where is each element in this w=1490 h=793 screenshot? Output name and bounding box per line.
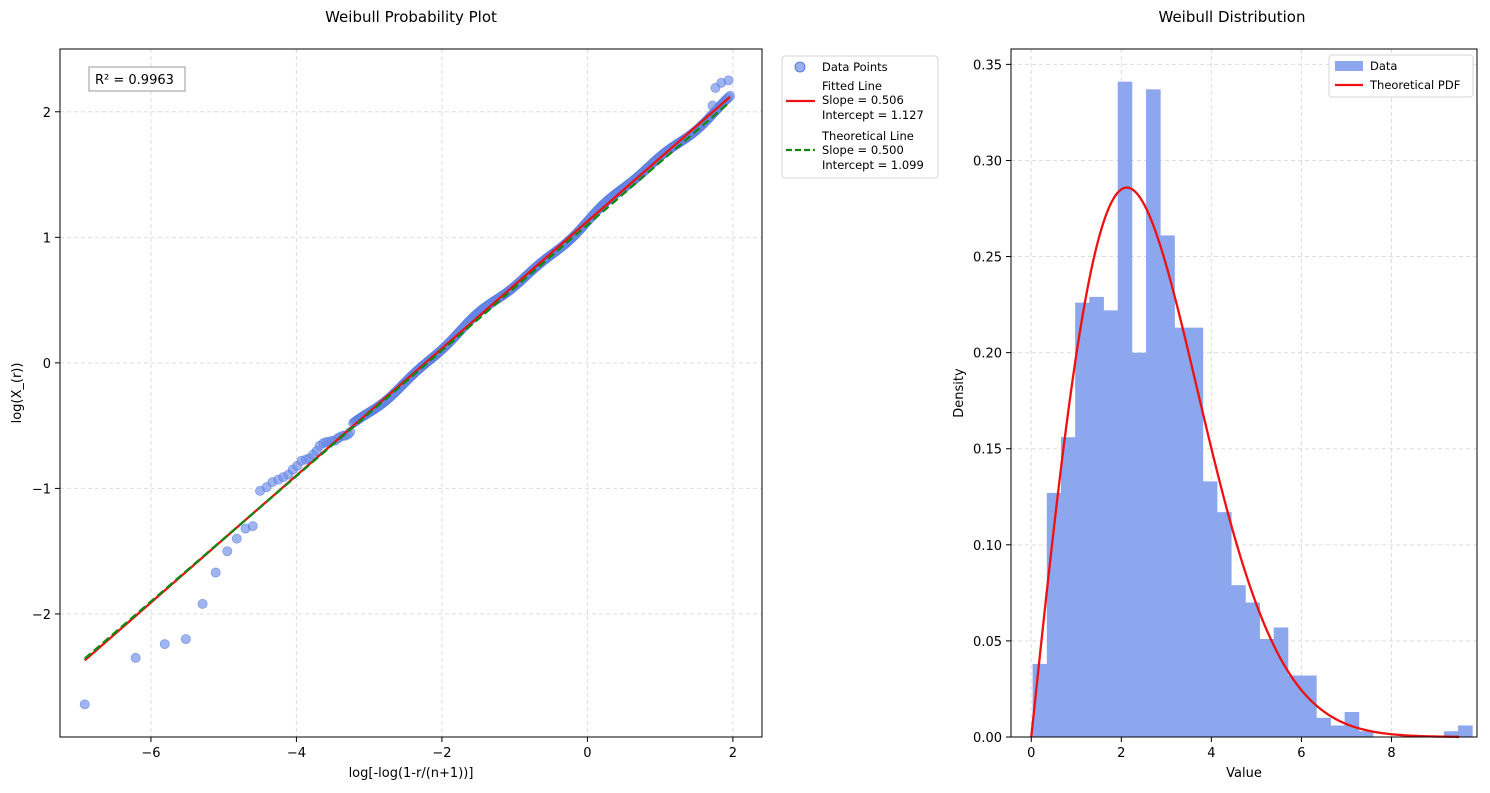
- legend-data-points-marker: [794, 61, 806, 73]
- probability-plot-ylabel: log(X_(r)): [10, 363, 25, 424]
- y-tick-label: −2: [32, 608, 51, 623]
- legend-frame: [781, 55, 939, 179]
- data-point: [180, 634, 191, 645]
- legend-data-swatch: [1335, 61, 1363, 71]
- legend-theoretical-slope: Slope = 0.500: [822, 143, 904, 157]
- distribution-frame: [1010, 48, 1478, 738]
- histogram-bar: [1231, 585, 1246, 737]
- legend-theoretical-line-label: Theoretical Line: [821, 129, 914, 143]
- histogram-bar: [1302, 675, 1317, 737]
- probability-plot-ticks: −6 −4 −2 0 2 −2 −1 0 1 2: [32, 106, 737, 761]
- probability-plot-xlabel: log[-log(1-r/(n+1))]: [349, 766, 474, 781]
- data-point: [130, 652, 141, 663]
- data-point: [723, 75, 734, 86]
- histogram-bar: [1458, 725, 1473, 737]
- distribution-legend-frame: [1328, 54, 1474, 98]
- data-point: [222, 546, 233, 557]
- legend-fitted-intercept: Intercept = 1.127: [822, 108, 924, 122]
- data-point: [247, 521, 258, 532]
- probability-plot-frame: [59, 48, 763, 738]
- histogram-bar: [1330, 725, 1346, 737]
- histogram-bar: [1344, 712, 1360, 737]
- fitted-line: [83, 95, 731, 662]
- legend-pdf-label: Theoretical PDF: [1369, 78, 1460, 92]
- distribution-ylabel: Density: [952, 368, 967, 418]
- probability-plot-grid: [60, 49, 762, 737]
- histogram-bar: [1117, 81, 1133, 737]
- y-tick-label: 0.15: [973, 443, 1002, 458]
- distribution-ticks: 0 2 4 6 8 0.00 0.05 0.10 0.15 0.20 0.25 0.30 0.35: [973, 58, 1396, 761]
- histogram-bar: [1188, 327, 1204, 737]
- data-point: [79, 699, 90, 710]
- x-tick-label: 0: [583, 746, 591, 761]
- data-point: [231, 533, 242, 544]
- theoretical-line: [83, 100, 731, 660]
- y-tick-label: 2: [43, 106, 51, 121]
- histogram-bar: [1075, 302, 1090, 737]
- probability-plot-title: Weibull Probability Plot: [325, 8, 497, 26]
- histogram-bar: [1259, 638, 1275, 737]
- y-tick-label: 0.30: [973, 154, 1002, 169]
- legend-fitted-slope: Slope = 0.506: [822, 93, 904, 107]
- distribution-legend: Data Theoretical PDF: [1328, 54, 1474, 98]
- x-tick-label: 8: [1387, 746, 1395, 761]
- legend-data-points-label: Data Points: [822, 60, 888, 74]
- y-tick-label: 0.10: [973, 539, 1002, 554]
- y-tick-label: 0.20: [973, 347, 1002, 362]
- distribution-title: Weibull Distribution: [1159, 8, 1306, 26]
- distribution-panel: Weibull Distribution 0 2 4 6 8 0.00 0.05 0.10 0.…: [952, 8, 1478, 781]
- r-squared-annotation: R² = 0.9963: [88, 66, 186, 92]
- y-tick-label: −1: [32, 482, 51, 497]
- x-tick-label: −6: [141, 746, 160, 761]
- histogram-bar: [1146, 89, 1161, 737]
- x-tick-label: 2: [1117, 746, 1125, 761]
- x-tick-label: 0: [1027, 746, 1035, 761]
- probability-plot-legend: Data Points Fitted Line Slope = 0.506 In…: [781, 55, 939, 179]
- histogram-bar: [1287, 675, 1303, 737]
- histogram-bar: [1202, 481, 1218, 737]
- y-tick-label: 0.05: [973, 635, 1002, 650]
- histogram-bar: [1103, 310, 1119, 737]
- histogram-bar: [1316, 717, 1331, 737]
- theoretical-pdf-curve: [1030, 186, 1460, 738]
- r-squared-text: R² = 0.9963: [95, 73, 174, 88]
- histogram-bar: [1358, 731, 1374, 737]
- x-tick-label: 6: [1297, 746, 1305, 761]
- histogram-bar: [1089, 296, 1104, 737]
- x-tick-label: 2: [729, 746, 737, 761]
- histogram-bar: [1131, 352, 1147, 737]
- y-tick-label: 0.25: [973, 251, 1002, 266]
- histogram-bar: [1443, 731, 1459, 737]
- histogram-bar: [1160, 235, 1175, 738]
- y-tick-label: 0: [43, 357, 51, 372]
- x-tick-label: −4: [287, 746, 306, 761]
- histogram-bar: [1273, 627, 1289, 737]
- histogram-bar: [1216, 512, 1232, 737]
- distribution-marks: [1030, 81, 1473, 738]
- histogram-bar: [1245, 602, 1260, 737]
- probability-plot-marks: [79, 75, 735, 710]
- probability-plot-panel: Weibull Probability Plot −6 −4 −2 0 2 −2 −1 0 1 2…: [10, 8, 763, 781]
- y-tick-label: 1: [43, 231, 51, 246]
- data-point: [210, 567, 221, 578]
- data-point: [707, 100, 718, 111]
- legend-data-label: Data: [1370, 59, 1397, 73]
- x-tick-label: −2: [432, 746, 451, 761]
- legend-theoretical-intercept: Intercept = 1.099: [822, 158, 924, 172]
- data-point: [197, 598, 208, 609]
- histogram-bar: [1174, 327, 1190, 737]
- y-tick-label: 0.35: [973, 58, 1002, 73]
- y-tick-label: 0.00: [973, 731, 1002, 746]
- histogram-bar: [1060, 437, 1076, 737]
- x-tick-label: 4: [1207, 746, 1215, 761]
- legend-fitted-line-label: Fitted Line: [822, 79, 882, 93]
- data-point: [159, 639, 170, 650]
- distribution-xlabel: Value: [1226, 766, 1262, 781]
